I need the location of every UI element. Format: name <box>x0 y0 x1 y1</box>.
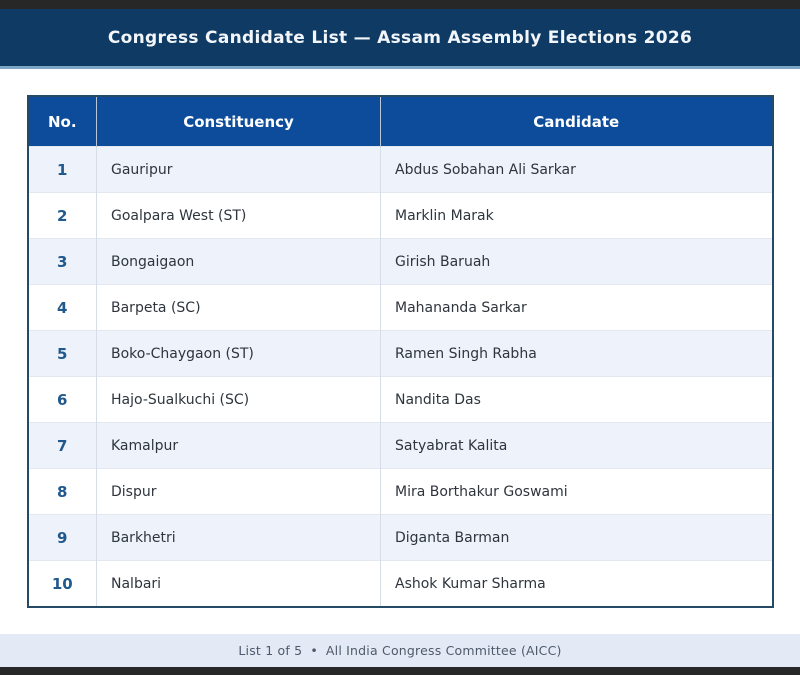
page-header: Congress Candidate List — Assam Assembly… <box>0 9 800 69</box>
table-row: 4 Barpeta (SC) Mahananda Sarkar <box>27 284 773 331</box>
row-candidate: Diganta Barman <box>380 514 773 561</box>
table-row: 3 Bongaigaon Girish Baruah <box>27 238 773 285</box>
row-number: 3 <box>27 238 97 285</box>
row-candidate: Mira Borthakur Goswami <box>380 468 773 515</box>
row-candidate: Ashok Kumar Sharma <box>380 560 773 607</box>
footer-text: List 1 of 5 • All India Congress Committee… <box>238 643 561 658</box>
row-constituency: Gauripur <box>96 146 381 193</box>
row-number: 8 <box>27 468 97 515</box>
row-constituency: Hajo-Sualkuchi (SC) <box>96 376 381 423</box>
row-constituency: Dispur <box>96 468 381 515</box>
table-row: 1 Gauripur Abdus Sobahan Ali Sarkar <box>27 146 773 193</box>
row-candidate: Marklin Marak <box>380 192 773 239</box>
column-header-candidate: Candidate <box>380 96 773 147</box>
row-number: 6 <box>27 376 97 423</box>
row-constituency: Nalbari <box>96 560 381 607</box>
page-title: Congress Candidate List — Assam Assembly… <box>107 27 693 48</box>
bottom-window-strip <box>0 667 800 675</box>
candidate-table: No. Constituency Candidate 1 Gauripur Ab… <box>26 95 774 608</box>
row-number: 2 <box>27 192 97 239</box>
row-constituency: Kamalpur <box>96 422 381 469</box>
footer-separator: • <box>310 643 318 658</box>
table-row: 10 Nalbari Ashok Kumar Sharma <box>27 560 773 607</box>
table-row: 6 Hajo-Sualkuchi (SC) Nandita Das <box>27 376 773 423</box>
table-header-row: No. Constituency Candidate <box>27 96 773 147</box>
row-candidate: Nandita Das <box>380 376 773 423</box>
row-constituency: Goalpara West (ST) <box>96 192 381 239</box>
footer-bar: List 1 of 5 • All India Congress Committee… <box>0 634 800 667</box>
row-constituency: Bongaigaon <box>96 238 381 285</box>
row-number: 7 <box>27 422 97 469</box>
top-window-strip <box>0 0 800 9</box>
row-number: 4 <box>27 284 97 331</box>
row-candidate: Girish Baruah <box>380 238 773 285</box>
row-constituency: Barpeta (SC) <box>96 284 381 331</box>
row-number: 1 <box>27 146 97 193</box>
row-candidate: Ramen Singh Rabha <box>380 330 773 377</box>
row-candidate: Mahananda Sarkar <box>380 284 773 331</box>
column-header-no: No. <box>27 96 97 147</box>
table-row: 8 Dispur Mira Borthakur Goswami <box>27 468 773 515</box>
table-body: 1 Gauripur Abdus Sobahan Ali Sarkar 2 Go… <box>27 146 773 607</box>
footer-org-label: All India Congress Committee (AICC) <box>325 643 562 658</box>
table-row: 5 Boko-Chaygaon (ST) Ramen Singh Rabha <box>27 330 773 377</box>
table-row: 7 Kamalpur Satyabrat Kalita <box>27 422 773 469</box>
row-candidate: Satyabrat Kalita <box>380 422 773 469</box>
column-header-constituency: Constituency <box>96 96 381 147</box>
row-number: 9 <box>27 514 97 561</box>
table-row: 2 Goalpara West (ST) Marklin Marak <box>27 192 773 239</box>
row-constituency: Barkhetri <box>96 514 381 561</box>
row-number: 5 <box>27 330 97 377</box>
row-constituency: Boko-Chaygaon (ST) <box>96 330 381 377</box>
table-row: 9 Barkhetri Diganta Barman <box>27 514 773 561</box>
content-area: No. Constituency Candidate 1 Gauripur Ab… <box>0 69 800 634</box>
row-candidate: Abdus Sobahan Ali Sarkar <box>380 146 773 193</box>
row-number: 10 <box>27 560 97 607</box>
footer-page-label: List 1 of 5 <box>238 643 303 658</box>
